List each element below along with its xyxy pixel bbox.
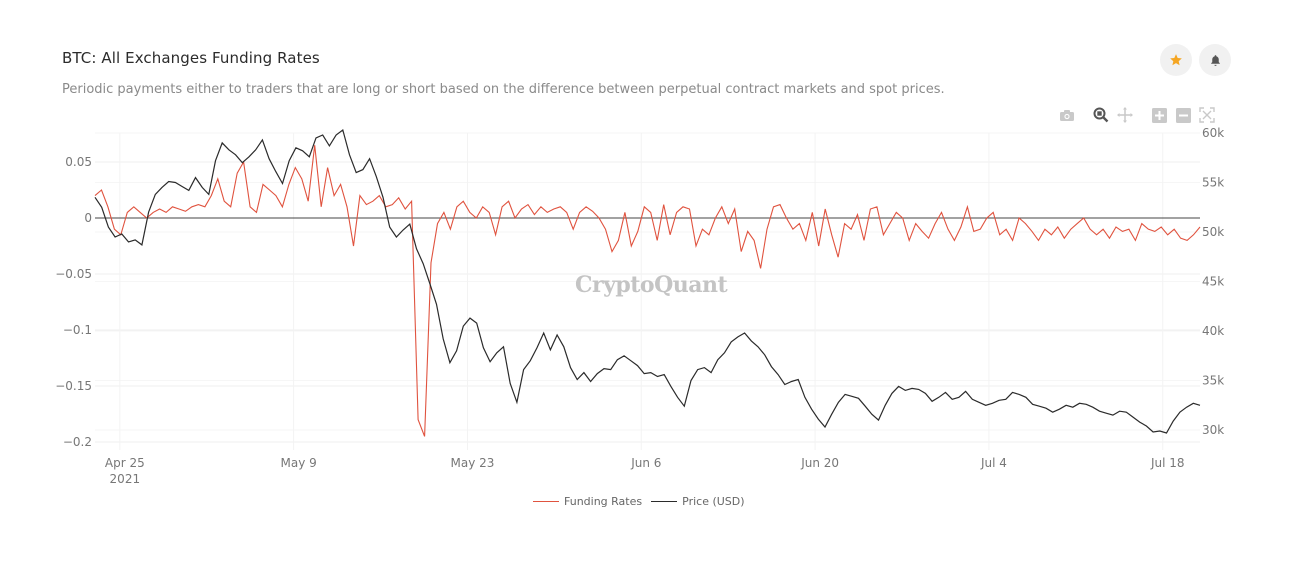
y-left-tick-label: −0.2	[63, 435, 92, 449]
chart-legend: Funding Rates Price (USD)	[533, 495, 754, 508]
x-tick-label: May 9	[281, 456, 317, 470]
x-axis-ticks: Apr 25 2021 May 9 May 23 Jun 6 Jun 20 Jul 4 Jul…	[105, 456, 1185, 486]
y-right-tick-label: 60k	[1202, 126, 1224, 140]
x-tick-label: Jul 18	[1150, 456, 1185, 470]
legend-label: Price (USD)	[682, 495, 745, 508]
x-tick-label: Jun 20	[800, 456, 839, 470]
y-right-tick-label: 40k	[1202, 324, 1224, 338]
legend-item-funding-rates[interactable]: Funding Rates	[533, 495, 642, 508]
chart-title: BTC: All Exchanges Funding Rates	[62, 49, 320, 67]
zoom-icon[interactable]	[1092, 106, 1110, 124]
legend-label: Funding Rates	[564, 495, 643, 508]
x-tick-label: Jul 4	[980, 456, 1007, 470]
y-left-tick-label: 0	[84, 211, 92, 225]
chart-modebar	[1058, 105, 1222, 125]
y-left-tick-label: 0.05	[65, 155, 92, 169]
legend-swatch-funding-rates	[533, 500, 559, 503]
bell-icon	[1210, 54, 1220, 66]
y-axis-left-ticks: 0.05 0 −0.05 −0.1 −0.15 −0.2	[55, 155, 92, 449]
favorite-button[interactable]	[1160, 44, 1192, 76]
chart-subtitle: Periodic payments either to traders that…	[62, 82, 945, 97]
y-right-tick-label: 50k	[1202, 225, 1224, 239]
y-left-tick-label: −0.05	[55, 267, 92, 281]
watermark-logo: CryptoQuant	[575, 272, 728, 298]
alert-button[interactable]	[1199, 44, 1231, 76]
star-icon	[1170, 54, 1182, 66]
y-left-tick-label: −0.15	[55, 379, 92, 393]
pan-icon[interactable]	[1116, 106, 1134, 124]
y-right-tick-label: 55k	[1202, 176, 1224, 190]
autoscale-icon[interactable]	[1198, 106, 1216, 124]
y-right-tick-label: 35k	[1202, 374, 1224, 388]
zoom-out-icon[interactable]	[1174, 106, 1192, 124]
camera-icon[interactable]	[1058, 106, 1076, 124]
legend-item-price[interactable]: Price (USD)	[651, 495, 745, 508]
y-axis-right-ticks: 60k 55k 50k 45k 40k 35k 30k	[1202, 126, 1224, 437]
x-tick-sublabel: 2021	[110, 472, 141, 486]
legend-swatch-price	[651, 500, 678, 503]
y-right-tick-label: 30k	[1202, 423, 1224, 437]
zoom-in-icon[interactable]	[1150, 106, 1168, 124]
y-left-tick-label: −0.1	[63, 323, 92, 337]
x-tick-label: Apr 25	[105, 456, 145, 470]
x-tick-label: Jun 6	[630, 456, 661, 470]
x-tick-label: May 23	[451, 456, 495, 470]
y-right-tick-label: 45k	[1202, 275, 1224, 289]
